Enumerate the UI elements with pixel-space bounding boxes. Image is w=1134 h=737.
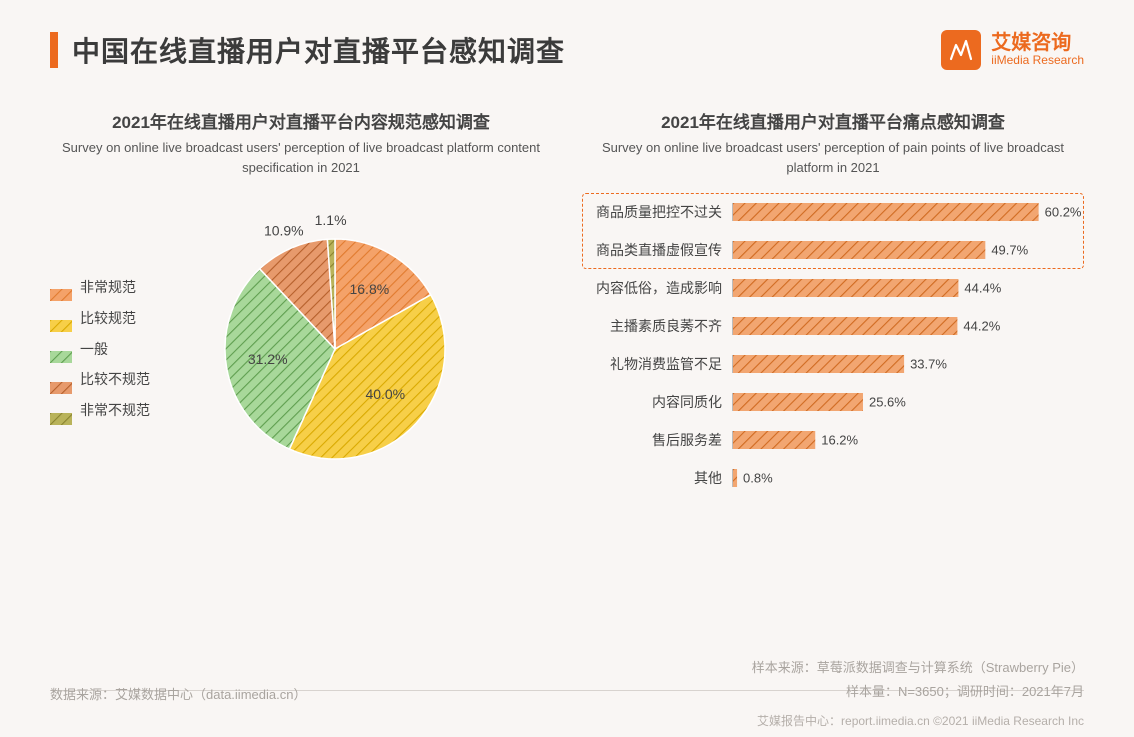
bar-row: 其他 0.8% — [582, 459, 1084, 497]
copyright: 艾媒报告中心：report.iimedia.cn ©2021 iiMedia R… — [757, 712, 1084, 729]
bar-fill — [733, 431, 815, 449]
footer-sample-n: 样本量：N=3650；调研时间：2021年7月 — [752, 680, 1084, 703]
bar-fill — [733, 241, 985, 259]
bar-label: 主播素质良莠不齐 — [582, 316, 732, 336]
pie-value-label: 10.9% — [264, 222, 304, 238]
footer-source-left: 数据来源：艾媒数据中心（data.iimedia.cn） — [50, 684, 306, 703]
bar-label: 商品质量把控不过关 — [582, 202, 732, 222]
bar-label: 礼物消费监管不足 — [582, 354, 732, 374]
bar-fill — [733, 317, 957, 335]
footer-sample-source: 样本来源：草莓派数据调查与计算系统（Strawberry Pie） — [752, 656, 1084, 679]
bar-value-label: 44.4% — [964, 281, 1001, 296]
bar-fill — [733, 203, 1039, 221]
bar-row: 商品类直播虚假宣传 49.7% — [582, 231, 1084, 269]
brand-logo: 艾媒咨询 iiMedia Research — [941, 30, 1084, 70]
bar-row: 售后服务差 16.2% — [582, 421, 1084, 459]
legend-item: 非常规范 — [50, 272, 150, 303]
bar-row: 内容低俗，造成影响 44.4% — [582, 269, 1084, 307]
bar-track: 44.2% — [732, 317, 1084, 335]
bar-value-label: 44.2% — [963, 319, 1000, 334]
bar-track: 49.7% — [732, 241, 1084, 259]
legend-item: 一般 — [50, 334, 150, 365]
bar-track: 25.6% — [732, 393, 1084, 411]
bar-track: 16.2% — [732, 431, 1084, 449]
bar-chart: 商品质量把控不过关 60.2% 商品类直播虚假宣传 49.7% 内容低俗，造成影响 44.… — [582, 193, 1084, 497]
legend-swatch — [50, 343, 72, 355]
legend-item: 比较规范 — [50, 303, 150, 334]
bar-row: 内容同质化 25.6% — [582, 383, 1084, 421]
legend-swatch — [50, 405, 72, 417]
legend-label: 比较不规范 — [80, 364, 150, 395]
bar-label: 内容同质化 — [582, 392, 732, 412]
bar-value-label: 60.2% — [1045, 205, 1082, 220]
bar-value-label: 49.7% — [991, 243, 1028, 258]
legend-label: 比较规范 — [80, 303, 136, 334]
legend-label: 非常不规范 — [80, 395, 150, 426]
brand-name-en: iiMedia Research — [991, 54, 1084, 67]
pie-legend: 非常规范比较规范一般比较不规范非常不规范 — [50, 272, 150, 426]
pie-title-en: Survey on online live broadcast users' p… — [50, 138, 552, 180]
pie-value-label: 1.1% — [315, 212, 347, 228]
bar-value-label: 25.6% — [869, 395, 906, 410]
legend-label: 非常规范 — [80, 272, 136, 303]
bar-value-label: 33.7% — [910, 357, 947, 372]
bar-fill — [733, 393, 863, 411]
bar-fill — [733, 469, 737, 487]
bar-title-cn: 2021年在线直播用户对直播平台痛点感知调查 — [582, 110, 1084, 136]
bar-track: 44.4% — [732, 279, 1084, 297]
accent-bar — [50, 32, 58, 68]
bar-track: 60.2% — [732, 203, 1084, 221]
page-title: 中国在线直播用户对直播平台感知调查 — [72, 30, 565, 70]
bar-row: 商品质量把控不过关 60.2% — [582, 193, 1084, 231]
pie-value-label: 31.2% — [248, 351, 288, 367]
bar-label: 其他 — [582, 468, 732, 488]
title-block: 中国在线直播用户对直播平台感知调查 — [50, 30, 565, 70]
brand-mark-icon — [941, 30, 981, 70]
legend-swatch — [50, 374, 72, 386]
footer: 数据来源：艾媒数据中心（data.iimedia.cn） 样本来源：草莓派数据调… — [50, 690, 1084, 703]
legend-label: 一般 — [80, 334, 108, 365]
bar-fill — [733, 279, 958, 297]
bar-row: 主播素质良莠不齐 44.2% — [582, 307, 1084, 345]
pie-chart-section: 2021年在线直播用户对直播平台内容规范感知调查 Survey on onlin… — [50, 110, 552, 499]
header: 中国在线直播用户对直播平台感知调查 艾媒咨询 iiMedia Research — [50, 30, 1084, 70]
pie-chart: 16.8% 40.0% 31.2% 10.9% 1.1% — [160, 199, 510, 499]
bar-track: 0.8% — [732, 469, 1084, 487]
pie-title-cn: 2021年在线直播用户对直播平台内容规范感知调查 — [50, 110, 552, 136]
bar-value-label: 0.8% — [743, 471, 773, 486]
bar-label: 内容低俗，造成影响 — [582, 278, 732, 298]
bar-track: 33.7% — [732, 355, 1084, 373]
bar-label: 售后服务差 — [582, 430, 732, 450]
bar-fill — [733, 355, 904, 373]
bar-row: 礼物消费监管不足 33.7% — [582, 345, 1084, 383]
bar-chart-section: 2021年在线直播用户对直播平台痛点感知调查 Survey on online … — [582, 110, 1084, 499]
legend-item: 非常不规范 — [50, 395, 150, 426]
pie-value-label: 16.8% — [349, 281, 389, 297]
bar-value-label: 16.2% — [821, 433, 858, 448]
bar-title-en: Survey on online live broadcast users' p… — [582, 138, 1084, 180]
legend-item: 比较不规范 — [50, 364, 150, 395]
legend-swatch — [50, 312, 72, 324]
brand-name-cn: 艾媒咨询 — [991, 32, 1084, 54]
legend-swatch — [50, 281, 72, 293]
bar-label: 商品类直播虚假宣传 — [582, 240, 732, 260]
pie-value-label: 40.0% — [365, 386, 405, 402]
